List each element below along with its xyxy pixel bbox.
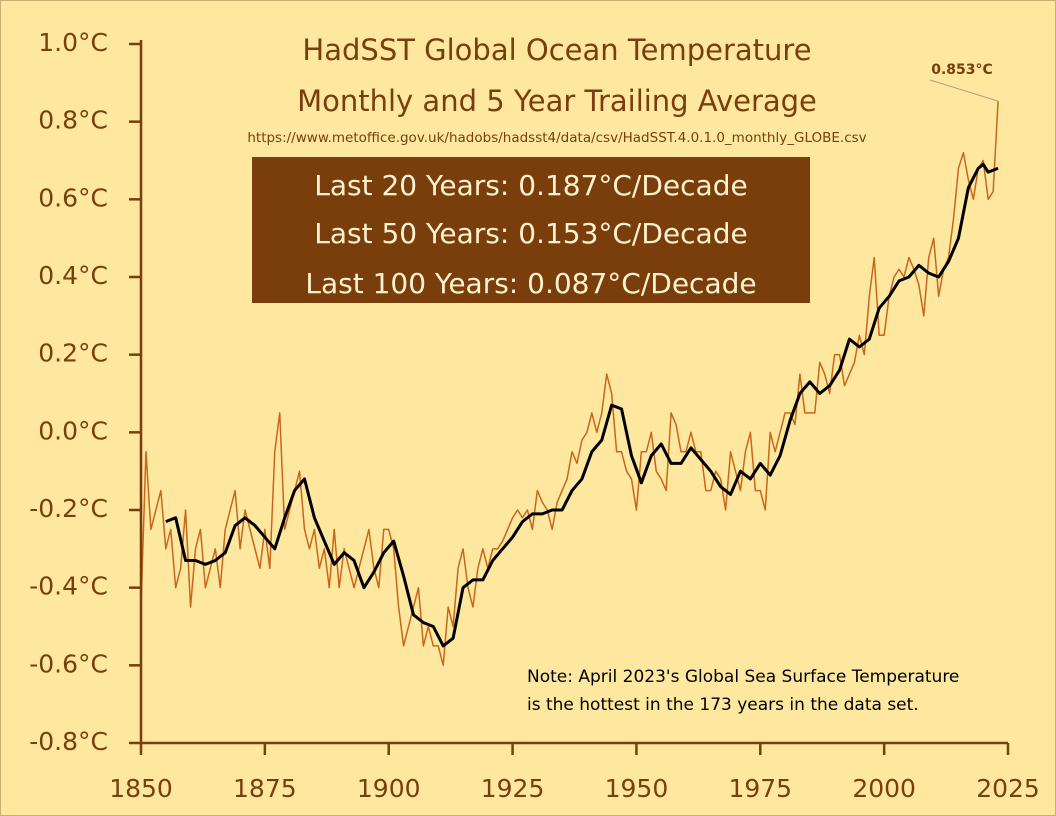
annotation: 0.853°C [931, 62, 993, 78]
y-tick-label: -0.8°C [29, 727, 108, 756]
y-tick-label: 1.0°C [38, 28, 108, 57]
note: is the hottest in the 173 years in the d… [527, 695, 919, 715]
x-tick-label: 1875 [233, 774, 297, 803]
y-tick-label: 0.2°C [38, 339, 108, 368]
chart-title: HadSST Global Ocean Temperature [302, 33, 811, 67]
y-tick-label: 0.6°C [38, 183, 108, 212]
data-line [140, 101, 999, 667]
x-tick-label: 2000 [852, 774, 916, 803]
x-tick-label: 1950 [605, 774, 669, 803]
annotation-leader [929, 79, 999, 102]
trend-text: Last 100 Years: 0.087°C/Decade [305, 267, 756, 300]
x-tick-label: 1900 [357, 774, 421, 803]
x-tick-label: 1850 [109, 774, 173, 803]
y-tick-label: -0.6°C [29, 649, 108, 678]
y-tick-label: -0.4°C [29, 572, 108, 601]
trend-text: Last 20 Years: 0.187°C/Decade [314, 169, 747, 202]
y-tick-label: -0.2°C [29, 494, 108, 523]
y-tick-label: 0.4°C [38, 261, 108, 290]
note: Note: April 2023's Global Sea Surface Te… [527, 667, 959, 687]
source-url: https://www.metoffice.gov.uk/hadobs/hads… [247, 130, 866, 146]
x-tick-label: 1975 [728, 774, 792, 803]
trend-box [252, 157, 810, 303]
y-tick-label: 0.0°C [38, 416, 108, 445]
x-tick-label: 2025 [976, 774, 1040, 803]
chart-subtitle: Monthly and 5 Year Trailing Average [297, 84, 817, 118]
trend-text: Last 50 Years: 0.153°C/Decade [314, 217, 747, 250]
x-tick-label: 1925 [481, 774, 545, 803]
data-line [165, 162, 999, 648]
plot-area [140, 101, 999, 667]
y-tick-label: 0.8°C [38, 106, 108, 135]
